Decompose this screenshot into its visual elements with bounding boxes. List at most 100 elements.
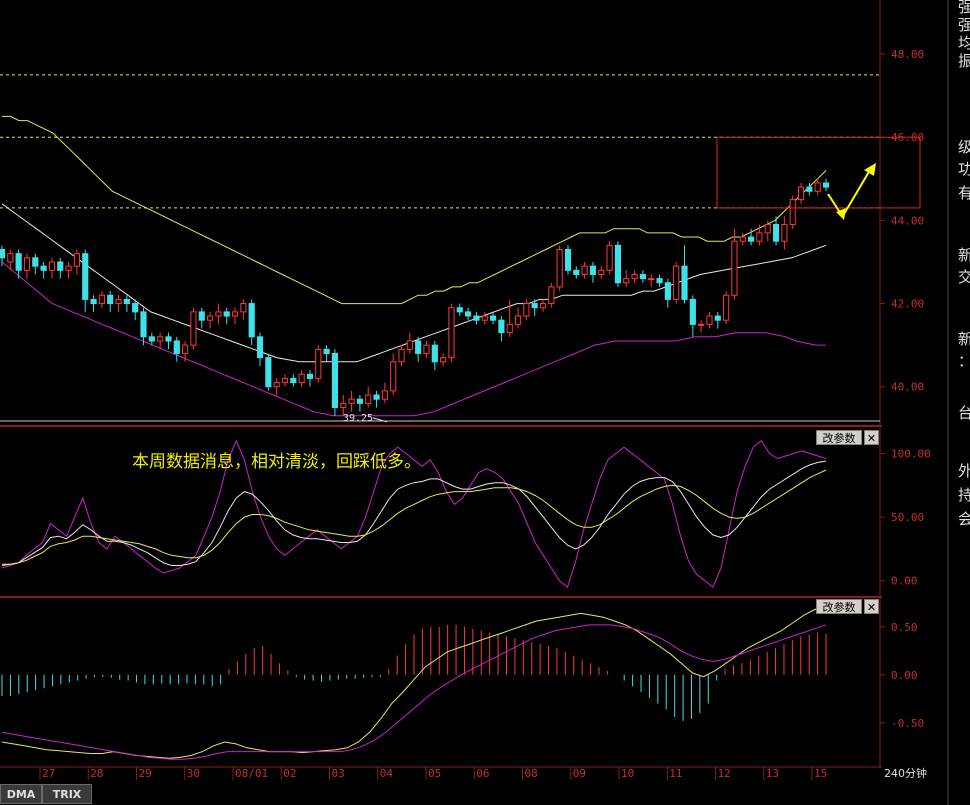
candle <box>772 224 780 242</box>
candle <box>381 390 388 400</box>
tab-dma[interactable]: DMA <box>0 784 42 804</box>
side-text-fragment: 台 <box>958 404 970 422</box>
indicator-line <box>1 439 827 588</box>
candle <box>689 298 696 325</box>
x-tick-label: 15 <box>814 767 827 780</box>
arrow-down-head <box>836 208 846 220</box>
candle <box>473 315 480 321</box>
x-tick-label: 08/01 <box>235 767 268 780</box>
candle <box>623 278 630 284</box>
candle <box>132 303 139 313</box>
candle <box>123 298 130 305</box>
x-tick-label: 04 <box>380 767 394 780</box>
candle <box>506 323 513 334</box>
arrow-up-head <box>864 163 876 176</box>
candle <box>573 269 580 275</box>
y-tick-label: 50.00 <box>891 511 924 524</box>
side-text-fragment: 有 <box>958 184 970 202</box>
candle <box>581 265 588 275</box>
candle <box>190 311 197 346</box>
y-tick-label: 44.00 <box>891 214 924 227</box>
candle <box>598 269 605 275</box>
candle <box>398 348 405 363</box>
candle <box>198 311 205 321</box>
indicator-line <box>1 460 827 566</box>
candle <box>248 303 255 338</box>
side-text-fragment: 交 <box>958 268 970 286</box>
candle <box>306 373 314 379</box>
side-text-fragment: 强 <box>958 0 970 16</box>
macd-params-button[interactable]: 改参数 <box>816 430 862 445</box>
side-text-fragment: 振 <box>958 52 970 70</box>
x-tick-label: 03 <box>332 767 345 780</box>
candle <box>115 298 122 305</box>
candle <box>231 311 239 317</box>
candle <box>589 265 597 275</box>
candle <box>182 344 189 354</box>
candle <box>431 344 438 363</box>
x-tick-label: 12 <box>718 767 731 780</box>
y-tick-label: 48.00 <box>891 48 924 61</box>
side-text-fragment: 持 <box>958 486 970 504</box>
projection-arrows <box>827 163 876 220</box>
candle <box>648 278 655 281</box>
candle <box>564 249 572 271</box>
candle <box>215 311 222 317</box>
y-tick-label: 100.00 <box>891 447 931 460</box>
candle <box>273 382 280 388</box>
candle <box>107 294 114 305</box>
candle <box>323 348 330 354</box>
candle <box>348 398 355 404</box>
side-text-fragment: 新 <box>958 246 970 264</box>
candle <box>639 273 646 280</box>
candle <box>723 294 730 321</box>
candle <box>423 344 430 354</box>
candle <box>32 257 39 267</box>
x-tick-label: 09 <box>573 767 586 780</box>
candle <box>148 336 155 342</box>
candle <box>531 303 538 309</box>
candle <box>365 394 372 404</box>
candle <box>290 377 297 384</box>
candle <box>706 315 713 325</box>
candle <box>523 303 530 317</box>
candle <box>373 394 380 400</box>
candle <box>281 377 289 384</box>
band-line <box>2 115 827 305</box>
candle <box>298 373 305 384</box>
candle <box>781 224 788 242</box>
close-icon[interactable]: ✕ <box>864 599 879 614</box>
candle <box>207 315 214 321</box>
candle <box>481 315 488 321</box>
y-tick-label: 42.00 <box>891 298 924 311</box>
chart-note: 本周数据消息，相对清淡，回踩低多。 <box>132 452 421 472</box>
candle <box>739 236 746 242</box>
y-tick-label: -0.50 <box>891 717 924 730</box>
candle <box>656 278 663 284</box>
side-text-fragment: 新 <box>958 330 970 348</box>
candle <box>73 253 80 267</box>
candle <box>756 232 763 242</box>
tab-trix[interactable]: TRIX <box>42 784 92 804</box>
candle <box>98 294 105 305</box>
side-text-fragment: 会 <box>958 510 970 528</box>
candle <box>614 244 621 284</box>
side-text-fragment: 外 <box>958 462 970 480</box>
candle <box>489 315 497 321</box>
candle <box>40 265 47 271</box>
candle <box>340 402 347 409</box>
x-tick-label: 27 <box>42 767 55 780</box>
close-icon[interactable]: ✕ <box>864 430 879 445</box>
x-tick-label: 13 <box>766 767 779 780</box>
x-tick-label: 28 <box>90 767 103 780</box>
low-price-label: 39.25 <box>343 413 373 424</box>
indicator-line <box>1 624 827 760</box>
candle <box>539 303 547 309</box>
indicator-line <box>1 605 827 759</box>
candle <box>57 261 64 271</box>
candle <box>331 352 339 409</box>
trix-params-button[interactable]: 改参数 <box>816 599 862 614</box>
low-price-pointer <box>372 417 388 423</box>
candle <box>23 257 31 271</box>
candle <box>714 315 721 321</box>
